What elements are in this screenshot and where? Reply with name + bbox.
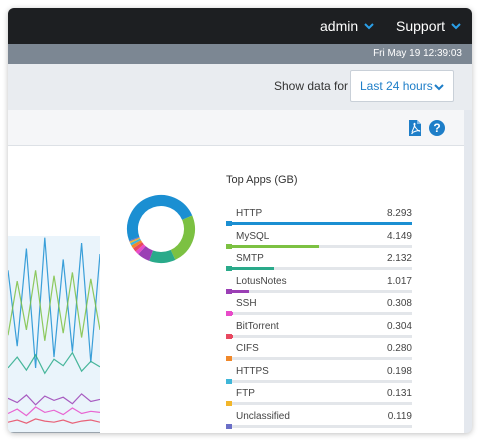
line-series-2 [8, 351, 100, 375]
top-app-value: 4.149 [386, 230, 412, 242]
top-app-bar [226, 289, 249, 293]
top-app-row[interactable]: MySQL 4.149 [226, 231, 416, 255]
top-app-color-swatch [226, 333, 232, 339]
top-app-row[interactable]: HTTP 8.293 [226, 208, 416, 232]
line-series-1 [8, 270, 100, 341]
admin-label: admin [320, 18, 359, 34]
time-range-value: Last 24 hours [360, 79, 433, 93]
datetime-bar: Fri May 19 12:39:03 [8, 44, 472, 64]
top-app-bar-track [226, 379, 412, 383]
top-app-row[interactable]: SSH 0.308 [226, 298, 416, 322]
chevron-down-icon [451, 23, 461, 30]
top-app-row[interactable]: HTTPS 0.198 [226, 366, 416, 390]
svg-text:?: ? [433, 121, 440, 135]
top-app-row[interactable]: SMTP 2.132 [226, 253, 416, 277]
top-app-bar-track [226, 424, 412, 428]
top-app-bar-track [226, 402, 412, 405]
top-app-value: 0.304 [386, 320, 412, 332]
donut-slice-smtp[interactable] [126, 194, 196, 264]
support-menu[interactable]: Support [396, 8, 461, 44]
support-label: Support [396, 18, 446, 34]
top-app-row[interactable]: LotusNotes 1.017 [226, 276, 416, 300]
top-app-name: BitTorrent [236, 320, 279, 332]
panel-toolbar: ? [8, 110, 464, 146]
top-app-color-swatch [226, 356, 232, 361]
top-app-bar [226, 222, 412, 225]
top-app-name: LotusNotes [236, 275, 287, 287]
line-series-5 [8, 418, 100, 424]
pdf-icon[interactable] [406, 119, 424, 137]
help-icon[interactable]: ? [428, 119, 446, 137]
top-app-value: 0.280 [386, 343, 412, 354]
admin-menu[interactable]: admin [320, 8, 374, 44]
chevron-down-icon [364, 23, 374, 30]
top-app-value: 0.131 [386, 388, 412, 399]
top-app-color-swatch [226, 311, 232, 316]
top-app-value: 1.017 [386, 275, 412, 287]
top-app-bar-track [226, 244, 412, 248]
chart-plot-area [8, 236, 100, 433]
top-app-bar-track [226, 267, 412, 270]
top-app-bar-track [226, 334, 412, 338]
top-app-bar-track [226, 289, 412, 293]
top-app-name: Unclassified [236, 410, 290, 422]
time-range-dropdown[interactable]: Last 24 hours [350, 70, 454, 102]
top-app-bar [226, 267, 274, 270]
line-series-3 [8, 393, 100, 406]
top-app-value: 2.132 [386, 253, 412, 264]
top-app-row[interactable]: Unclassified 0.119 [226, 411, 416, 434]
top-app-color-swatch [226, 423, 232, 429]
top-app-bar-track [226, 357, 412, 360]
top-app-name: MySQL [236, 230, 270, 242]
top-app-row[interactable]: CIFS 0.280 [226, 343, 416, 367]
top-app-value: 8.293 [386, 208, 412, 219]
top-app-bar-track [226, 222, 412, 225]
donut-slice-unclassified[interactable] [126, 194, 196, 264]
top-app-color-swatch [226, 401, 232, 406]
top-app-name: CIFS [236, 343, 259, 354]
top-app-name: FTP [236, 388, 255, 399]
line-series-4 [8, 406, 100, 417]
donut-slice-mysql[interactable] [126, 194, 196, 264]
show-data-label: Show data for [274, 79, 349, 93]
top-app-value: 0.198 [386, 365, 412, 377]
traffic-line-chart [8, 236, 100, 433]
top-app-name: SSH [236, 298, 257, 309]
top-app-color-swatch [226, 288, 232, 294]
line-series-0 [8, 237, 100, 368]
top-app-color-swatch [226, 378, 232, 384]
top-app-color-swatch [226, 243, 232, 249]
top-app-bar-track [226, 312, 412, 315]
datetime-text: Fri May 19 12:39:03 [373, 48, 462, 59]
top-app-row[interactable]: BitTorrent 0.304 [226, 321, 416, 345]
top-app-bar [226, 244, 320, 248]
top-app-value: 0.119 [387, 410, 412, 422]
dashboard-panel: Top Apps (GB) HTTP 8.293 MySQL 4.149 SMTP 2.1… [8, 146, 464, 433]
top-app-color-swatch [226, 221, 232, 226]
top-apps-donut-chart [126, 194, 196, 264]
filter-bar: Show data for Last 24 hours [8, 64, 472, 110]
top-app-name: HTTPS [236, 365, 269, 377]
top-app-name: SMTP [236, 253, 264, 264]
top-app-row[interactable]: FTP 0.131 [226, 388, 416, 412]
top-navbar: admin Support [8, 8, 472, 44]
top-apps-title: Top Apps (GB) [226, 174, 298, 186]
top-app-color-swatch [226, 266, 232, 271]
app-window: admin Support Fri May 19 12:39:03 Show d… [8, 8, 472, 433]
top-app-value: 0.308 [386, 298, 412, 309]
top-app-name: HTTP [236, 208, 263, 219]
chevron-down-icon [434, 84, 444, 91]
